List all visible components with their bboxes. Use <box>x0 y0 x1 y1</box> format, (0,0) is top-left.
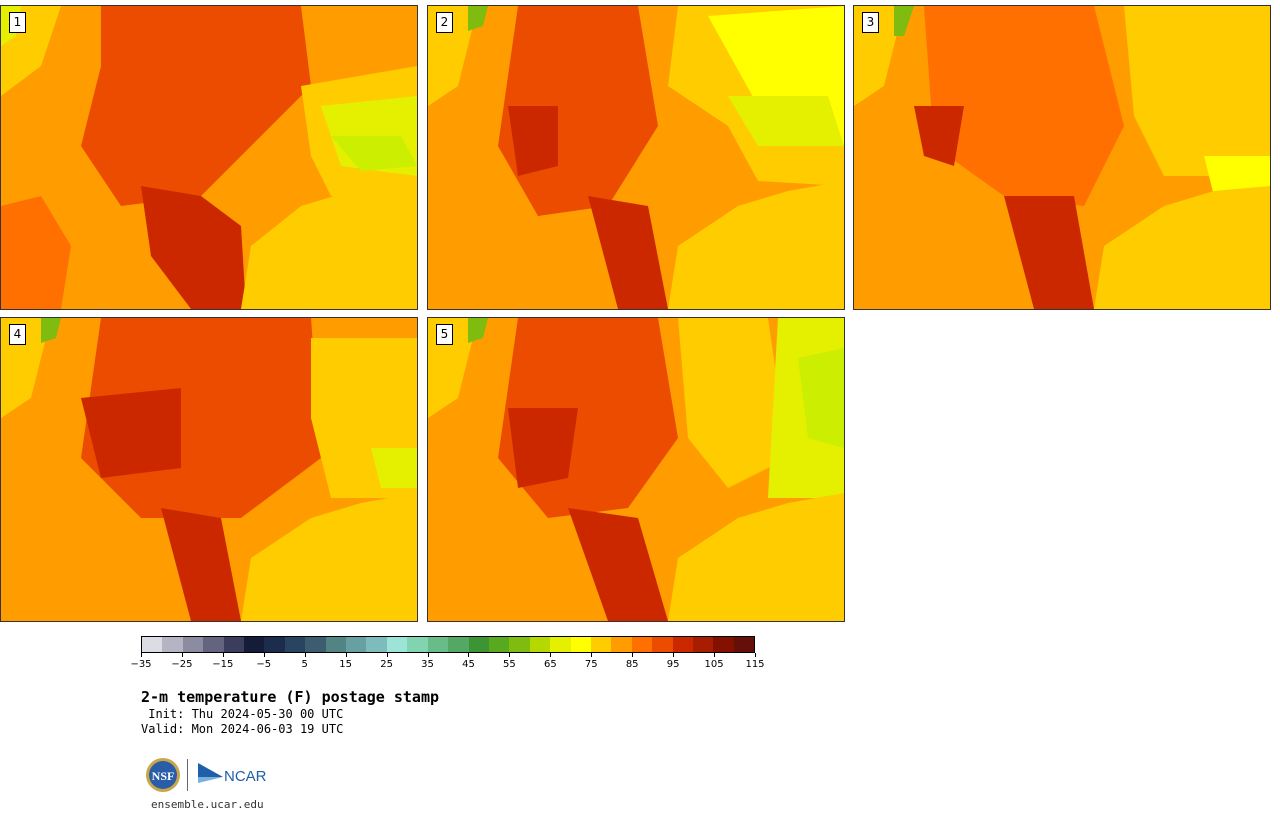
colorbar-segment <box>692 637 714 652</box>
colorbar-segment <box>244 637 265 652</box>
colorbar-segment <box>509 637 530 652</box>
colorbar-segment <box>448 637 469 652</box>
temperature-colorbar <box>141 636 755 653</box>
colorbar-tick-label: 25 <box>380 659 393 670</box>
colorbar-tick <box>427 653 429 657</box>
colorbar-segment <box>468 637 489 652</box>
member-panel-5: 5 <box>427 317 845 622</box>
temperature-map <box>428 318 844 621</box>
colorbar-tick <box>222 653 224 657</box>
colorbar-segment <box>366 637 387 652</box>
temperature-map <box>428 6 844 309</box>
colorbar-segment <box>264 637 285 652</box>
colorbar-segment <box>407 637 428 652</box>
colorbar-tick-label: −5 <box>256 659 272 670</box>
colorbar-segment <box>550 637 571 652</box>
colorbar-tick <box>755 653 756 657</box>
colorbar-segment <box>733 637 755 652</box>
colorbar-segment <box>570 637 591 652</box>
valid-time: Valid: Mon 2024-06-03 19 UTC <box>141 722 344 736</box>
site-url: ensemble.ucar.edu <box>151 798 264 811</box>
colorbar-tick <box>509 653 511 657</box>
colorbar-tick-label: −15 <box>212 659 234 670</box>
colorbar-tick <box>304 653 306 657</box>
ncar-logo-text: NCAR <box>224 768 267 785</box>
colorbar-segment <box>203 637 224 652</box>
colorbar-tick-label: 75 <box>584 659 598 670</box>
colorbar-tick-label: 55 <box>503 659 516 670</box>
colorbar-segment <box>590 637 612 652</box>
colorbar-tick <box>181 653 183 657</box>
colorbar-segment <box>713 637 734 652</box>
colorbar-segment <box>427 637 449 652</box>
colorbar-tick-label: 105 <box>704 659 724 670</box>
nsf-logo-text: NSF <box>152 769 175 783</box>
colorbar-tick <box>263 653 265 657</box>
colorbar-tick <box>141 653 142 657</box>
member-panel-1: 1 <box>0 5 418 310</box>
colorbar-segment <box>346 637 367 652</box>
colorbar-tick-label: 15 <box>339 659 353 670</box>
colorbar-tick <box>345 653 347 657</box>
colorbar-segment <box>652 637 673 652</box>
logo-group: NSF NCAR <box>145 757 275 793</box>
colorbar-segment <box>305 637 326 652</box>
temperature-map <box>854 6 1270 309</box>
colorbar-tick-label: 95 <box>666 659 680 670</box>
init-time: Init: Thu 2024-05-30 00 UTC <box>141 707 344 721</box>
temperature-map <box>1 318 417 621</box>
colorbar-tick <box>714 653 716 657</box>
colorbar-tick-label: 65 <box>543 659 557 670</box>
colorbar-tick <box>386 653 388 657</box>
colorbar-segment <box>325 637 347 652</box>
colorbar-segment <box>611 637 632 652</box>
colorbar-segment <box>672 637 693 652</box>
colorbar-ticks: −35 −25 −15 −5 5 15 25 35 45 55 65 75 85 95 105 115 <box>130 653 765 673</box>
colorbar-segment <box>488 637 510 652</box>
colorbar-tick-label: 85 <box>625 659 639 670</box>
colorbar-tick-label: 5 <box>301 659 308 670</box>
colorbar-tick-label: 45 <box>462 659 475 670</box>
colorbar-tick-label: 115 <box>745 659 765 670</box>
colorbar-segment <box>162 637 183 652</box>
colorbar-segment <box>142 637 163 652</box>
member-label: 2 <box>436 12 453 33</box>
colorbar-tick <box>591 653 593 657</box>
member-label: 5 <box>436 324 453 345</box>
colorbar-segment <box>182 637 204 652</box>
member-label: 4 <box>9 324 26 345</box>
colorbar-tick <box>468 653 470 657</box>
member-label: 1 <box>9 12 26 33</box>
colorbar-tick <box>632 653 634 657</box>
colorbar-segment <box>386 637 408 652</box>
colorbar-segment <box>529 637 551 652</box>
product-title: 2-m temperature (F) postage stamp <box>141 688 440 706</box>
colorbar-tick-label: 35 <box>421 659 434 670</box>
temperature-map <box>1 6 417 309</box>
colorbar-tick-label: −35 <box>130 659 152 670</box>
member-panel-2: 2 <box>427 5 845 310</box>
nsf-ncar-logo: NSF NCAR <box>146 758 267 792</box>
member-panel-3: 3 <box>853 5 1271 310</box>
colorbar-tick <box>550 653 552 657</box>
colorbar-segment <box>223 637 245 652</box>
member-label: 3 <box>862 12 879 33</box>
colorbar-segment <box>284 637 306 652</box>
colorbar-tick-label: −25 <box>171 659 193 670</box>
colorbar-tick <box>673 653 675 657</box>
colorbar-segment <box>631 637 653 652</box>
member-panel-4: 4 <box>0 317 418 622</box>
